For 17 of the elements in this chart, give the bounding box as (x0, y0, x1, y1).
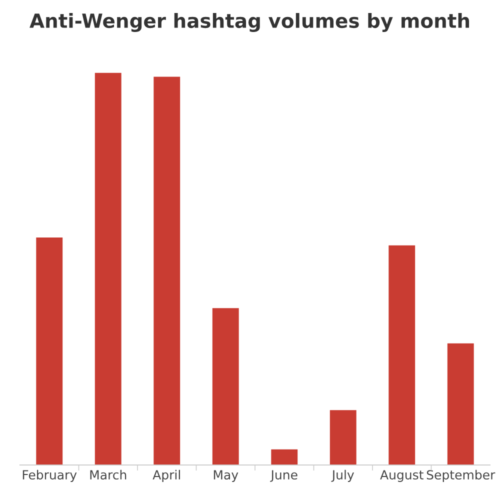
chart-title: Anti-Wenger hashtag volumes by month (30, 13, 470, 32)
bar (154, 76, 180, 465)
bar (212, 308, 239, 465)
x-tick-label: June (270, 470, 298, 482)
x-tick-label: May (214, 470, 238, 482)
x-tick-label: September (426, 470, 496, 482)
x-tick-label: March (90, 470, 126, 480)
bar (94, 72, 122, 465)
x-tick-label: August (380, 470, 424, 482)
bar (271, 449, 298, 465)
bar (388, 245, 416, 465)
bar (36, 238, 63, 465)
x-tick-label: April (152, 470, 180, 482)
bar (447, 343, 474, 465)
x-tick-label: February (22, 470, 77, 482)
bar (330, 410, 356, 465)
x-tick-label: July (331, 470, 354, 482)
